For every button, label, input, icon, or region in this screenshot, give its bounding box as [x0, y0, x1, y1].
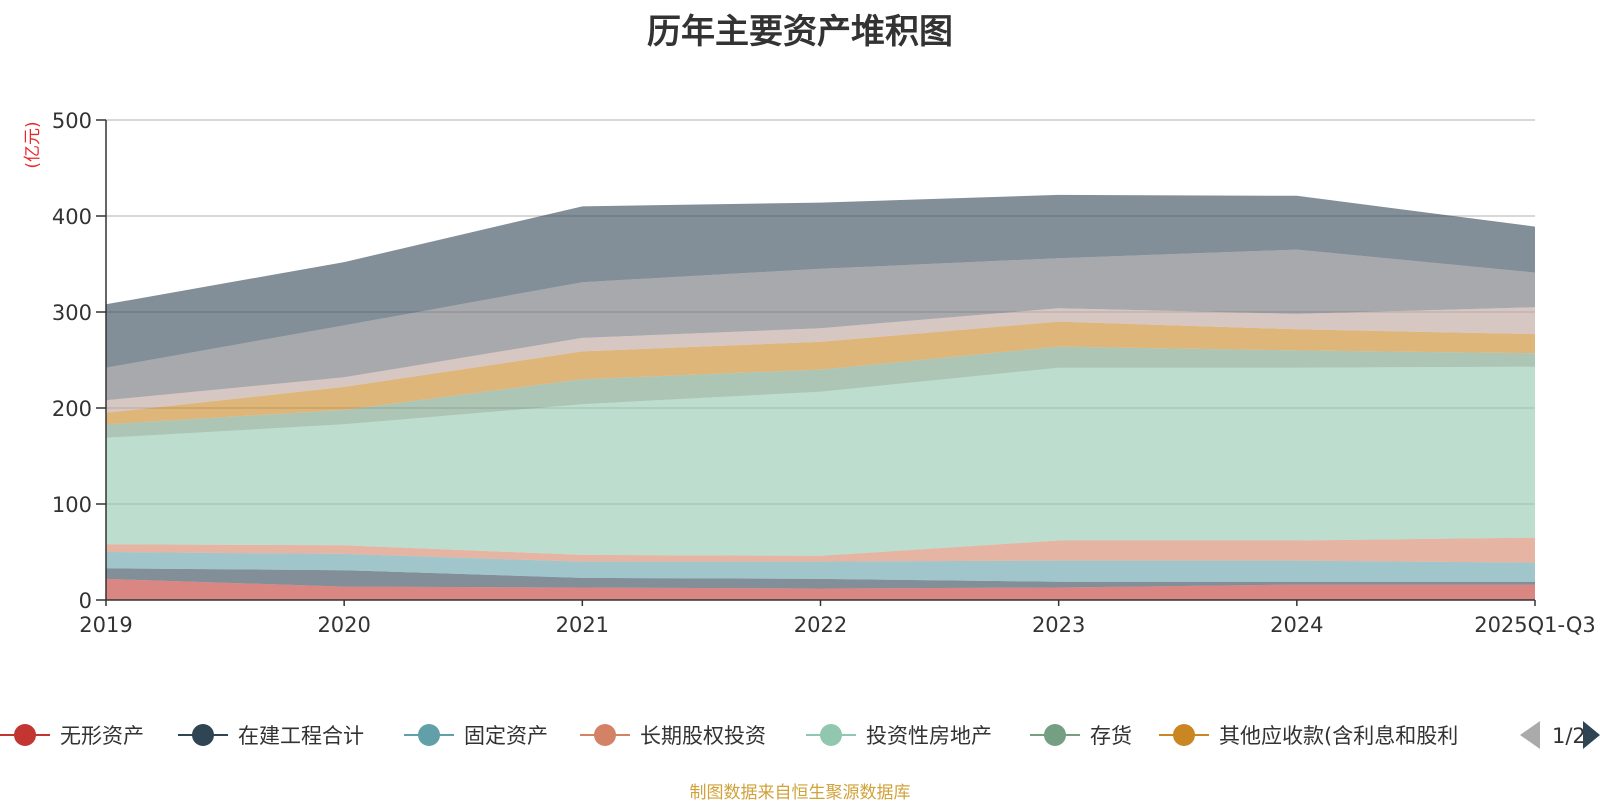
area-9 [106, 249, 1535, 401]
legend-item[interactable]: 其他应收款(含利息和股利 [1159, 724, 1458, 748]
y-tick-label: 200 [52, 397, 92, 421]
axes: 0 100 200 300 400 500 (亿元) 2019 2020 2021 2022 2023… [23, 109, 1596, 637]
legend: 无形资产 在建工程合计 固定资产 长期股权投资 投资性房地产 存货 其他应收款(含利息和股利… [0, 721, 1600, 749]
area-2 [106, 568, 1535, 589]
legend-item[interactable]: 在建工程合计 [178, 724, 364, 748]
legend-item[interactable]: 固定资产 [404, 724, 548, 748]
chart-title: 历年主要资产堆积图 [647, 12, 953, 52]
x-tick-label: 2023 [1032, 613, 1085, 637]
legend-page-indicator: 1/2 [1552, 724, 1586, 748]
legend-marker [1044, 724, 1066, 746]
legend-marker [820, 724, 842, 746]
area-8 [106, 307, 1535, 413]
y-tick-label: 400 [52, 205, 92, 229]
legend-next-arrow-icon[interactable] [1583, 721, 1600, 749]
y-tick-label: 0 [79, 589, 92, 613]
area-1 [106, 578, 1535, 600]
legend-label: 投资性房地产 [866, 724, 992, 748]
legend-label: 长期股权投资 [640, 724, 766, 748]
legend-label: 固定资产 [464, 724, 548, 748]
area-series [106, 194, 1535, 600]
legend-label: 存货 [1090, 724, 1132, 748]
area-3 [106, 552, 1535, 582]
legend-label: 无形资产 [60, 724, 144, 748]
area-10 [106, 194, 1535, 368]
legend-prev-arrow-icon[interactable] [1520, 721, 1540, 749]
y-tick-label: 500 [52, 109, 92, 133]
legend-label: 其他应收款(含利息和股利 [1219, 724, 1458, 748]
area-4 [106, 537, 1535, 563]
legend-marker [192, 724, 214, 746]
x-tick-label: 2021 [556, 613, 609, 637]
x-tick-label: 2024 [1270, 613, 1323, 637]
y-axis-unit: (亿元) [23, 121, 43, 168]
x-tick-label: 2022 [794, 613, 847, 637]
data-source-note: 制图数据来自恒生聚源数据库 [689, 783, 911, 803]
legend-marker [594, 724, 616, 746]
legend-item[interactable]: 无形资产 [0, 724, 144, 748]
legend-item[interactable]: 长期股权投资 [580, 724, 766, 748]
y-tick-label: 300 [52, 301, 92, 325]
y-tick-label: 100 [52, 493, 92, 517]
legend-item[interactable]: 投资性房地产 [806, 724, 992, 748]
x-tick-label: 2019 [79, 613, 132, 637]
legend-marker [418, 724, 440, 746]
x-tick-label: 2020 [317, 613, 370, 637]
legend-marker [14, 724, 36, 746]
legend-marker [1173, 724, 1195, 746]
legend-label: 在建工程合计 [238, 724, 364, 748]
legend-item[interactable]: 存货 [1030, 724, 1132, 748]
x-tick-label: 2025Q1-Q3 [1474, 613, 1596, 637]
area-6 [106, 346, 1535, 438]
area-5 [106, 366, 1535, 556]
area-7 [106, 321, 1535, 425]
